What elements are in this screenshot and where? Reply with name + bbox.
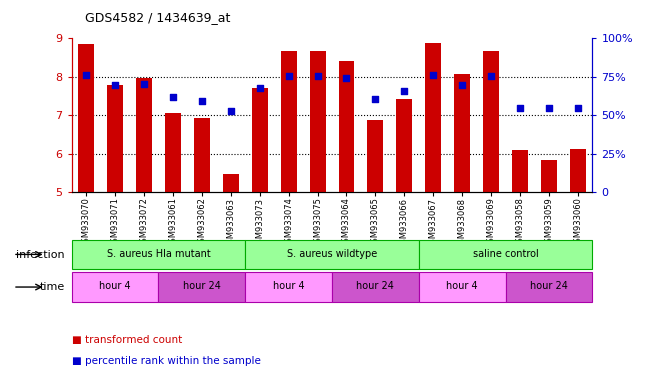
Bar <box>72 272 158 302</box>
Bar <box>223 174 239 192</box>
Bar <box>367 120 383 192</box>
Text: hour 24: hour 24 <box>357 281 395 291</box>
Point <box>312 73 323 79</box>
Point <box>457 82 467 88</box>
Bar <box>512 150 528 192</box>
Bar <box>194 118 210 192</box>
Text: hour 24: hour 24 <box>530 281 568 291</box>
Text: ■ transformed count: ■ transformed count <box>72 335 182 345</box>
Text: S. aureus Hla mutant: S. aureus Hla mutant <box>107 249 210 259</box>
Point <box>573 104 583 111</box>
Point <box>515 104 525 111</box>
Bar <box>245 272 332 302</box>
Bar <box>245 240 419 269</box>
Point <box>486 73 496 79</box>
Point <box>225 108 236 114</box>
Point <box>399 88 409 94</box>
Point <box>110 82 120 88</box>
Bar <box>419 272 506 302</box>
Bar <box>107 85 123 192</box>
Text: infection: infection <box>16 250 65 260</box>
Point <box>283 73 294 79</box>
Point <box>544 105 554 111</box>
Bar <box>281 51 297 192</box>
Point <box>197 98 207 104</box>
Bar <box>339 61 354 192</box>
Bar <box>419 240 592 269</box>
Text: time: time <box>40 282 65 292</box>
Bar <box>165 113 181 192</box>
Text: hour 4: hour 4 <box>447 281 478 291</box>
Bar <box>158 272 245 302</box>
Point <box>255 85 265 91</box>
Bar <box>252 88 268 192</box>
Text: hour 4: hour 4 <box>273 281 305 291</box>
Text: saline control: saline control <box>473 249 538 259</box>
Point <box>341 74 352 81</box>
Bar <box>72 240 245 269</box>
Text: hour 4: hour 4 <box>99 281 131 291</box>
Text: hour 24: hour 24 <box>183 281 221 291</box>
Bar <box>506 272 592 302</box>
Bar <box>483 51 499 192</box>
Bar <box>425 43 441 192</box>
Point <box>168 94 178 100</box>
Bar <box>136 78 152 192</box>
Text: S. aureus wildtype: S. aureus wildtype <box>287 249 377 259</box>
Point <box>428 72 439 78</box>
Bar <box>332 272 419 302</box>
Bar <box>454 74 470 192</box>
Point <box>370 96 381 102</box>
Bar <box>541 160 557 192</box>
Bar <box>570 149 586 192</box>
Bar <box>396 99 412 192</box>
Bar <box>310 51 326 192</box>
Text: ■ percentile rank within the sample: ■ percentile rank within the sample <box>72 356 260 366</box>
Point <box>139 81 149 88</box>
Bar <box>78 44 94 192</box>
Point <box>81 72 91 78</box>
Text: GDS4582 / 1434639_at: GDS4582 / 1434639_at <box>85 12 230 25</box>
